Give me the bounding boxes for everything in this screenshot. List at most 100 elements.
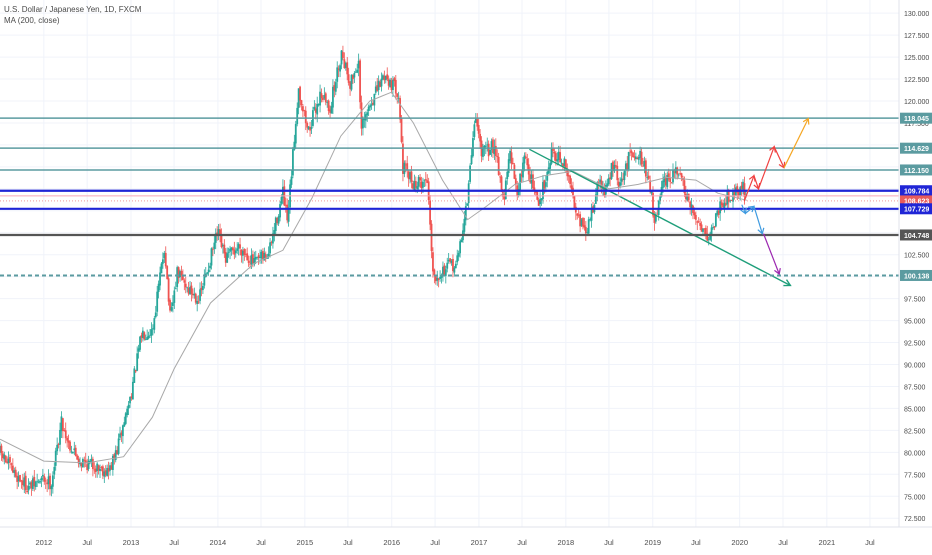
candle-body	[110, 465, 113, 470]
candle-body	[86, 464, 89, 471]
level-price-tag[interactable]	[900, 203, 932, 215]
candle-body	[500, 176, 503, 191]
candle-body	[150, 329, 153, 336]
time-tick-label: Jul	[604, 538, 614, 547]
candle-body	[294, 124, 297, 144]
candle-body	[333, 85, 336, 91]
candle-body	[320, 93, 323, 99]
candle-body	[416, 186, 419, 190]
candle-body	[369, 105, 371, 108]
candle-body	[276, 217, 279, 224]
candle-body	[100, 467, 103, 468]
candle-body	[67, 440, 70, 443]
candle-body	[607, 178, 610, 185]
candle-body	[27, 486, 30, 491]
candle-body	[292, 149, 294, 176]
candle-body	[93, 469, 96, 471]
level-price-tag[interactable]	[900, 142, 932, 154]
candle-body	[0, 446, 1, 453]
level-price-tag[interactable]	[900, 195, 932, 207]
candle-body	[111, 455, 114, 470]
price-tick-label: 90.000	[904, 363, 926, 370]
time-tick-label: Jul	[517, 538, 527, 547]
level-price-label: 108.623	[904, 199, 929, 206]
projection-arrow-orange[interactable]	[783, 117, 810, 169]
candle-body	[136, 353, 139, 371]
candle-body	[359, 60, 361, 103]
price-tick-label: 130.000	[904, 11, 929, 18]
time-axis[interactable]: 2012 Jul 2013 Jul 2014 Jul 2015 Jul 2016 Jul 2017 J…	[0, 526, 932, 550]
time-tick-label: Jul	[865, 538, 875, 547]
level-price-tag[interactable]	[900, 185, 932, 197]
ma-line[interactable]	[0, 91, 747, 464]
candle-body	[372, 102, 374, 105]
candle-body	[466, 203, 469, 206]
candle-body	[263, 252, 266, 261]
candle-body	[16, 475, 19, 482]
candle-body	[177, 267, 180, 278]
price-axis[interactable]: 72.500 75.000 77.500 80.000 82.500 85.000 87.5…	[898, 0, 932, 527]
projection-arrow-blue[interactable]	[740, 204, 765, 235]
candle-body	[469, 165, 471, 182]
candle-body	[389, 79, 391, 88]
candle-body	[490, 141, 493, 150]
candle-body	[447, 259, 450, 262]
candle-body	[197, 301, 200, 303]
candle-body	[557, 151, 560, 161]
candle-body	[124, 413, 127, 424]
candle-body	[367, 106, 370, 111]
candle-body	[597, 182, 600, 184]
candle-body	[700, 224, 703, 232]
candle-body	[456, 255, 459, 263]
candle-body	[73, 448, 76, 451]
level-price-tag[interactable]	[900, 229, 932, 241]
candle-body	[79, 462, 81, 465]
candle-body	[33, 477, 36, 487]
level-price-tag[interactable]	[900, 112, 932, 124]
channel-trend-line[interactable]	[529, 148, 791, 287]
candle-body	[523, 155, 526, 164]
candle-body	[189, 286, 191, 295]
candle-body	[677, 174, 680, 176]
candle-body	[160, 263, 163, 274]
candle-body	[350, 74, 353, 90]
candle-body	[280, 197, 283, 204]
candle-body	[457, 253, 460, 257]
projection-arrow-purple-head	[774, 268, 781, 276]
candle-body	[143, 332, 146, 340]
level-price-tag[interactable]	[900, 164, 932, 176]
candle-body	[26, 490, 29, 493]
candle-body	[304, 110, 307, 124]
candle-body	[503, 196, 506, 200]
candle-body	[190, 285, 193, 294]
candle-body	[433, 269, 436, 276]
time-tick-label: 2021	[818, 538, 835, 547]
level-price-label: 104.748	[904, 233, 929, 240]
candle-body	[513, 164, 516, 179]
candle-body	[614, 165, 617, 167]
candle-body	[652, 192, 654, 216]
candle-body	[270, 241, 273, 243]
candle-body	[716, 210, 719, 215]
level-price-tag[interactable]	[900, 269, 932, 281]
candle-body	[252, 254, 254, 264]
candle-body	[127, 404, 130, 409]
price-tick-label: 117.500	[904, 121, 929, 128]
candle-body	[29, 482, 31, 485]
candle-body	[676, 167, 679, 175]
projection-arrow-purple[interactable]	[762, 233, 781, 276]
candle-body	[0, 445, 3, 454]
candle-body	[137, 348, 140, 352]
candle-body	[543, 180, 546, 189]
grid	[0, 0, 899, 527]
candle-body	[76, 455, 79, 460]
time-tick-label: Jul	[691, 538, 701, 547]
candle-body	[61, 418, 64, 432]
candle-body	[129, 396, 131, 404]
candle-body	[287, 207, 290, 222]
candle-body	[533, 187, 536, 192]
candle-body	[39, 480, 41, 483]
candle-body	[47, 476, 50, 485]
